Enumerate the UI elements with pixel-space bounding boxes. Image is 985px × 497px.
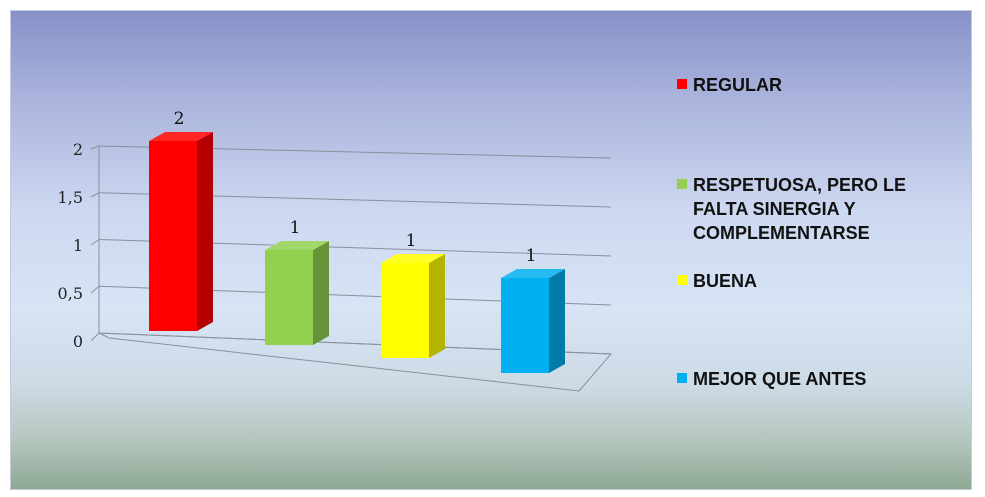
legend-swatch (677, 275, 687, 285)
tick-mark (90, 239, 100, 246)
y-tick-label: 1,5 (58, 188, 83, 207)
data-label: 1 (526, 246, 537, 266)
legend-swatch (677, 79, 687, 89)
legend-item-regular: REGULAR (677, 73, 963, 97)
bar-side-3 (549, 269, 565, 373)
bar-side-0 (197, 132, 213, 331)
tick-mark (90, 285, 100, 294)
bar-top-0 (149, 132, 213, 141)
legend-item-buena: BUENA (677, 269, 963, 293)
bar-top-3 (501, 269, 565, 278)
legend-item-respetuosa: RESPETUOSA, PERO LE FALTA SINERGIA Y COM… (677, 173, 963, 245)
bar-side-2 (429, 254, 445, 358)
chart-area: 0 0,5 1 1,5 2 2 1 1 1 REGULAR RESPETUOSA, PERO L… (10, 10, 972, 490)
bar-front-0 (149, 141, 197, 331)
legend-label: REGULAR (693, 75, 782, 95)
bar-side-1 (313, 241, 329, 345)
data-label: 1 (290, 218, 301, 238)
bar-front-2 (381, 263, 429, 358)
y-tick-label: 2 (73, 140, 83, 159)
tick-mark (90, 145, 100, 150)
bar-top-2 (381, 254, 445, 263)
bar-front-1 (265, 250, 313, 345)
legend-swatch (677, 179, 687, 189)
data-label: 2 (174, 109, 185, 129)
legend-label: RESPETUOSA, PERO LE FALTA SINERGIA Y COM… (693, 175, 907, 243)
legend-item-mejor: MEJOR QUE ANTES (677, 367, 963, 391)
bar-chart: 0 0,5 1 1,5 2 2 1 1 1 (58, 109, 613, 392)
legend: REGULAR RESPETUOSA, PERO LE FALTA SINERG… (677, 73, 977, 413)
data-label: 1 (406, 231, 417, 251)
y-tick-label: 1 (73, 236, 83, 255)
legend-label: BUENA (693, 271, 758, 291)
y-tick-label: 0 (73, 332, 83, 351)
legend-label: MEJOR QUE ANTES (693, 369, 867, 389)
legend-swatch (677, 373, 687, 383)
bar-front-3 (501, 278, 549, 373)
tick-mark (90, 192, 100, 198)
y-tick-label: 0,5 (58, 284, 83, 303)
tick-mark (90, 332, 100, 342)
bar-top-1 (265, 241, 329, 250)
